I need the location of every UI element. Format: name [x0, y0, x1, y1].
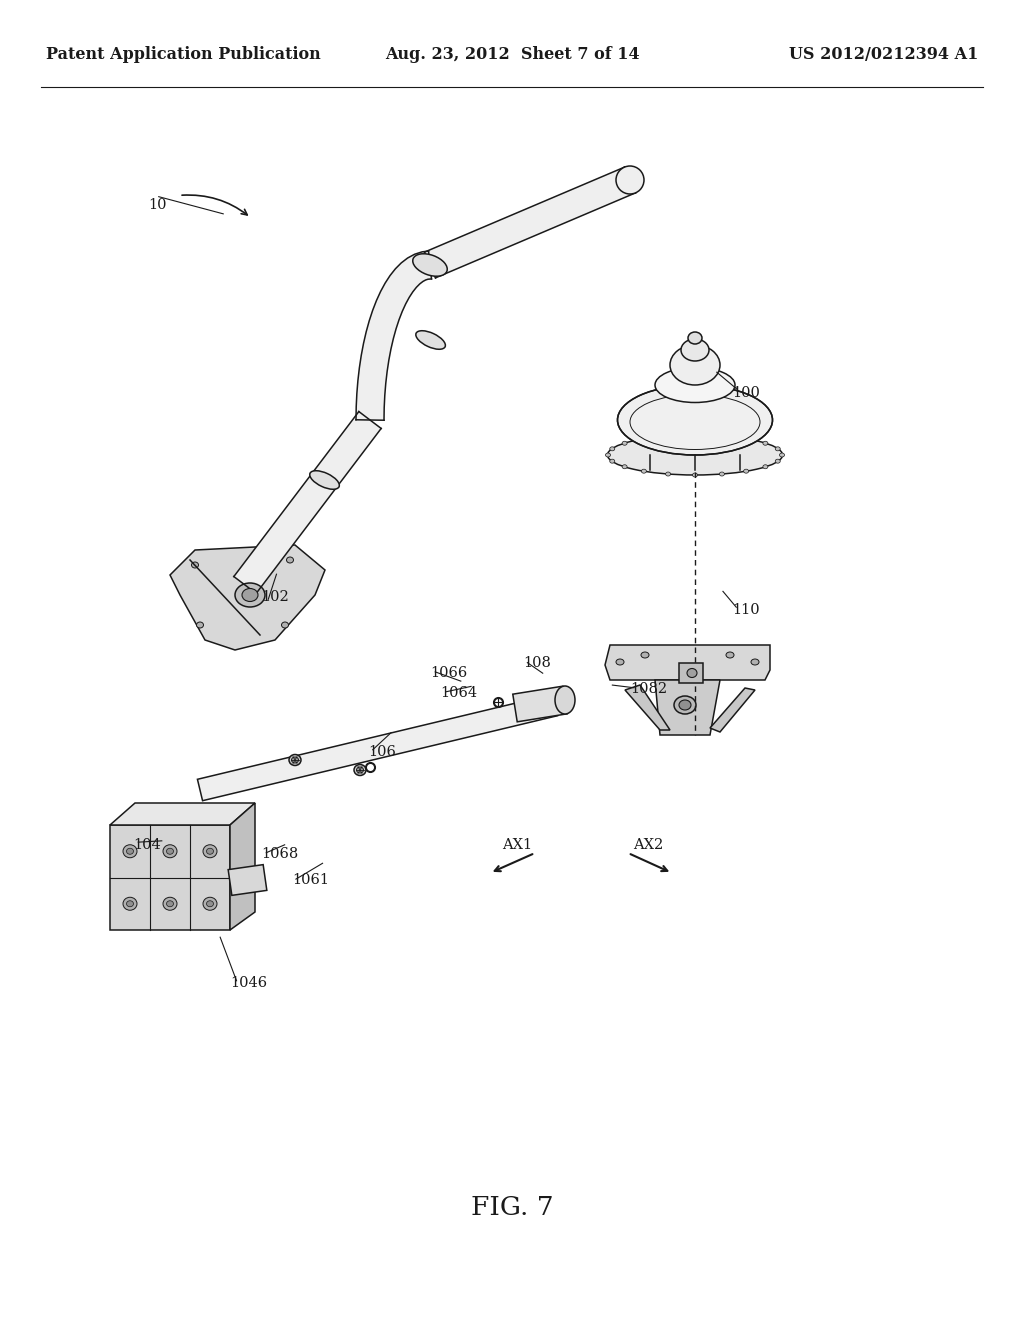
Ellipse shape — [726, 652, 734, 657]
Text: 100: 100 — [732, 387, 760, 400]
Ellipse shape — [167, 900, 173, 907]
Ellipse shape — [692, 473, 697, 477]
Polygon shape — [198, 694, 557, 801]
Text: AX2: AX2 — [633, 838, 664, 851]
Text: 108: 108 — [523, 656, 551, 669]
Ellipse shape — [720, 473, 724, 477]
Ellipse shape — [670, 345, 720, 385]
Ellipse shape — [688, 333, 702, 345]
Ellipse shape — [655, 367, 735, 403]
Ellipse shape — [666, 434, 671, 438]
Polygon shape — [605, 645, 770, 680]
Ellipse shape — [666, 473, 671, 477]
Text: 102: 102 — [261, 590, 289, 603]
Ellipse shape — [720, 434, 724, 438]
Polygon shape — [356, 251, 431, 420]
Text: 110: 110 — [732, 603, 760, 616]
Ellipse shape — [641, 437, 646, 441]
Text: 1066: 1066 — [430, 667, 467, 680]
Ellipse shape — [207, 900, 213, 907]
Ellipse shape — [623, 441, 627, 445]
Ellipse shape — [354, 764, 366, 776]
Ellipse shape — [763, 465, 768, 469]
Ellipse shape — [641, 652, 649, 657]
FancyBboxPatch shape — [679, 663, 703, 682]
Ellipse shape — [163, 845, 177, 858]
Text: 1064: 1064 — [440, 686, 477, 700]
Ellipse shape — [616, 166, 644, 194]
Ellipse shape — [127, 900, 133, 907]
Text: US 2012/0212394 A1: US 2012/0212394 A1 — [788, 46, 978, 62]
Ellipse shape — [555, 686, 575, 714]
Ellipse shape — [203, 898, 217, 911]
Ellipse shape — [123, 845, 137, 858]
Text: FIG. 7: FIG. 7 — [471, 1196, 553, 1220]
Ellipse shape — [242, 589, 258, 602]
Polygon shape — [625, 685, 670, 730]
Ellipse shape — [743, 437, 749, 441]
Ellipse shape — [609, 446, 614, 451]
Ellipse shape — [692, 433, 697, 437]
Ellipse shape — [292, 756, 299, 763]
Ellipse shape — [641, 469, 646, 473]
Ellipse shape — [775, 446, 780, 451]
Ellipse shape — [123, 898, 137, 911]
Ellipse shape — [679, 700, 691, 710]
Ellipse shape — [607, 436, 782, 475]
Text: Aug. 23, 2012  Sheet 7 of 14: Aug. 23, 2012 Sheet 7 of 14 — [385, 46, 639, 62]
Text: 1082: 1082 — [630, 682, 667, 696]
Ellipse shape — [681, 339, 709, 360]
Polygon shape — [513, 686, 567, 722]
Ellipse shape — [687, 668, 697, 677]
Ellipse shape — [356, 767, 364, 774]
Ellipse shape — [287, 557, 294, 564]
Ellipse shape — [234, 583, 265, 607]
Ellipse shape — [743, 469, 749, 473]
Ellipse shape — [763, 441, 768, 445]
Ellipse shape — [309, 471, 339, 490]
Ellipse shape — [779, 453, 784, 457]
Text: Patent Application Publication: Patent Application Publication — [46, 46, 321, 62]
Text: 106: 106 — [369, 746, 396, 759]
Ellipse shape — [623, 465, 627, 469]
Ellipse shape — [167, 849, 173, 854]
Text: 104: 104 — [133, 838, 161, 851]
Ellipse shape — [127, 849, 133, 854]
Text: 1068: 1068 — [261, 847, 298, 861]
Polygon shape — [228, 865, 267, 895]
Ellipse shape — [605, 453, 610, 457]
Ellipse shape — [282, 622, 289, 628]
Polygon shape — [425, 168, 636, 279]
Ellipse shape — [416, 331, 445, 350]
Ellipse shape — [674, 696, 696, 714]
Ellipse shape — [775, 459, 780, 463]
Polygon shape — [233, 412, 381, 594]
Polygon shape — [710, 688, 755, 733]
Ellipse shape — [207, 849, 213, 854]
Polygon shape — [110, 825, 230, 931]
Ellipse shape — [609, 459, 614, 463]
Ellipse shape — [163, 898, 177, 911]
Polygon shape — [170, 545, 325, 649]
Ellipse shape — [203, 845, 217, 858]
Text: AX1: AX1 — [502, 838, 531, 851]
Text: 1046: 1046 — [230, 977, 267, 990]
Text: 10: 10 — [148, 198, 167, 211]
Ellipse shape — [617, 385, 772, 455]
Polygon shape — [230, 803, 255, 931]
Ellipse shape — [289, 755, 301, 766]
Ellipse shape — [191, 562, 199, 568]
Text: 1061: 1061 — [292, 874, 329, 887]
Polygon shape — [110, 803, 255, 825]
Ellipse shape — [197, 622, 204, 628]
Ellipse shape — [751, 659, 759, 665]
Ellipse shape — [413, 253, 447, 276]
Polygon shape — [655, 680, 720, 735]
Ellipse shape — [616, 659, 624, 665]
